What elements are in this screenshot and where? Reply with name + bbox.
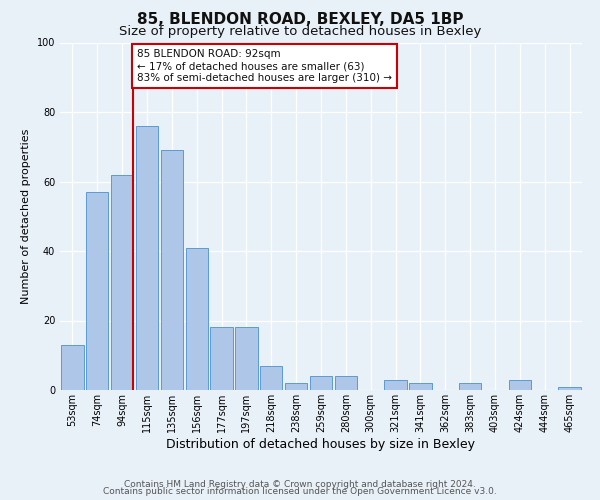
Bar xyxy=(310,376,332,390)
Bar xyxy=(161,150,183,390)
X-axis label: Distribution of detached houses by size in Bexley: Distribution of detached houses by size … xyxy=(167,438,476,450)
Bar xyxy=(459,383,481,390)
Bar xyxy=(185,248,208,390)
Bar xyxy=(285,383,307,390)
Bar xyxy=(260,366,283,390)
Text: 85, BLENDON ROAD, BEXLEY, DA5 1BP: 85, BLENDON ROAD, BEXLEY, DA5 1BP xyxy=(137,12,463,28)
Bar xyxy=(409,383,431,390)
Bar xyxy=(235,328,257,390)
Bar xyxy=(509,380,531,390)
Bar xyxy=(211,328,233,390)
Bar xyxy=(61,345,83,390)
Bar xyxy=(111,174,133,390)
Bar xyxy=(335,376,357,390)
Bar xyxy=(136,126,158,390)
Bar xyxy=(559,386,581,390)
Text: Contains HM Land Registry data © Crown copyright and database right 2024.: Contains HM Land Registry data © Crown c… xyxy=(124,480,476,489)
Bar xyxy=(385,380,407,390)
Bar xyxy=(86,192,109,390)
Text: Contains public sector information licensed under the Open Government Licence v3: Contains public sector information licen… xyxy=(103,488,497,496)
Text: 85 BLENDON ROAD: 92sqm
← 17% of detached houses are smaller (63)
83% of semi-det: 85 BLENDON ROAD: 92sqm ← 17% of detached… xyxy=(137,50,392,82)
Text: Size of property relative to detached houses in Bexley: Size of property relative to detached ho… xyxy=(119,25,481,38)
Y-axis label: Number of detached properties: Number of detached properties xyxy=(21,128,31,304)
